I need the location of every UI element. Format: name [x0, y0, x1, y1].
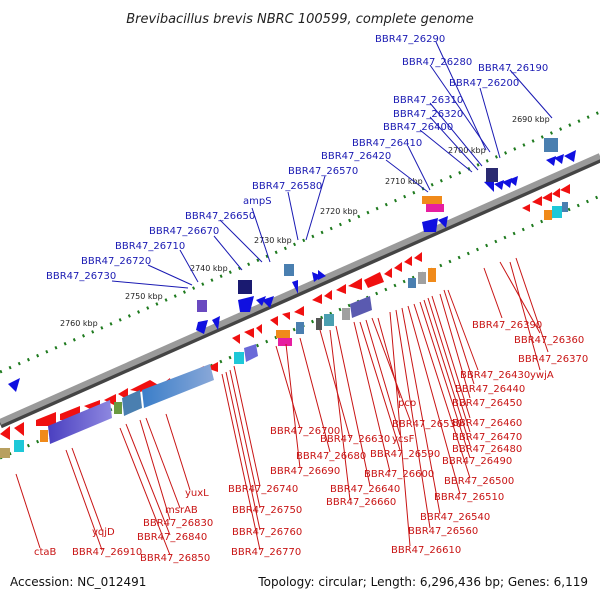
gene-label: BBR47_26650 [185, 211, 255, 222]
blue-leader-lines [111, 41, 553, 289]
gene-label: pcp [398, 398, 416, 409]
gene-label: BBR47_26510 [434, 492, 504, 503]
gene-label: BBR47_26500 [444, 476, 514, 487]
gene-label: BBR47_26830 [143, 518, 213, 529]
gene-label: BBR47_26400 [383, 122, 453, 133]
plus-strand-features [197, 138, 558, 312]
kbp-label: 2750 kbp [125, 292, 163, 301]
gene-label: ampS [243, 196, 272, 207]
gene-label: BBR47_26660 [326, 497, 396, 508]
gene-label: BBR47_26560 [408, 526, 478, 537]
gene-label: BBR47_26670 [149, 226, 219, 237]
gene-label: BBR47_26600 [364, 469, 434, 480]
gene-label: BBR47_26290 [375, 34, 445, 45]
gene-label: BBR47_26750 [232, 505, 302, 516]
genome-backbone [0, 153, 600, 425]
gene-label: BBR47_26190 [478, 63, 548, 74]
accession-text: Accession: NC_012491 [10, 575, 146, 589]
map-title: Brevibacillus brevis NBRC 100599, comple… [126, 12, 473, 27]
kbp-label: 2740 kbp [190, 264, 228, 273]
minus-strand-features [0, 202, 568, 458]
gene-label: ywjA [530, 370, 554, 381]
gene-label: BBR47_26200 [449, 78, 519, 89]
gene-label: BBR47_26490 [442, 456, 512, 467]
gene-label: BBR47_26770 [231, 547, 301, 558]
gene-label: BBR47_26370 [518, 354, 588, 365]
topology-summary: Topology: circular; Length: 6,296,436 bp… [257, 575, 588, 589]
kbp-label: 2690 kbp [512, 115, 550, 124]
gene-label: BBR47_26850 [140, 553, 210, 564]
kbp-label: 2760 kbp [60, 319, 98, 328]
gene-label: BBR47_26610 [391, 545, 461, 556]
gene-label: BBR47_26730 [46, 271, 116, 282]
kbp-label: 2730 kbp [254, 236, 292, 245]
gene-label: msrAB [165, 505, 198, 516]
gene-label: BBR47_26590 [370, 449, 440, 460]
gene-label: BBR47_26720 [81, 256, 151, 267]
gene-label: BBR47_26420 [321, 151, 391, 162]
kbp-label: 2700 kbp [448, 146, 486, 155]
gene-label: BBR47_26630 [320, 434, 390, 445]
gene-label: BBR47_26570 [288, 166, 358, 177]
gene-label: BBR47_26410 [352, 138, 422, 149]
gene-label: BBR47_26480 [452, 444, 522, 455]
gene-label: BBR47_26310 [393, 95, 463, 106]
gene-label: ycsF [392, 434, 415, 445]
plus-strand-genes [8, 150, 576, 392]
gene-label: BBR47_26450 [452, 398, 522, 409]
gene-label: BBR47_26580 [252, 181, 322, 192]
gene-label: BBR47_26910 [72, 547, 142, 558]
gene-label: BBR47_26710 [115, 241, 185, 252]
gene-label: BBR47_26740 [228, 484, 298, 495]
gene-label: BBR47_26390 [472, 320, 542, 331]
gene-label: BBR47_26540 [420, 512, 490, 523]
gene-label: yqjD [92, 527, 115, 538]
minus-strand-genes [0, 184, 570, 440]
gene-label: BBR47_26530 [392, 419, 462, 430]
gene-label: BBR47_26280 [402, 57, 472, 68]
kbp-label: 2710 kbp [385, 177, 423, 186]
gene-label: BBR47_26430 [460, 370, 530, 381]
gene-label: BBR47_26360 [514, 335, 584, 346]
gene-label: BBR47_26460 [452, 418, 522, 429]
gene-label: BBR47_26680 [296, 451, 366, 462]
gene-label: BBR47_26320 [393, 109, 463, 120]
kbp-label: 2720 kbp [320, 207, 358, 216]
gene-label: BBR47_26640 [330, 484, 400, 495]
gene-label: BBR47_26440 [455, 384, 525, 395]
gene-label: yuxL [185, 488, 209, 499]
red-leader-lines [15, 257, 549, 556]
gene-label: BBR47_26840 [137, 532, 207, 543]
gene-label: BBR47_26700 [270, 426, 340, 437]
gene-label: BBR47_26690 [270, 466, 340, 477]
gene-label: ctaB [34, 547, 57, 558]
gene-label: BBR47_26470 [452, 432, 522, 443]
gene-label: BBR47_26760 [232, 527, 302, 538]
